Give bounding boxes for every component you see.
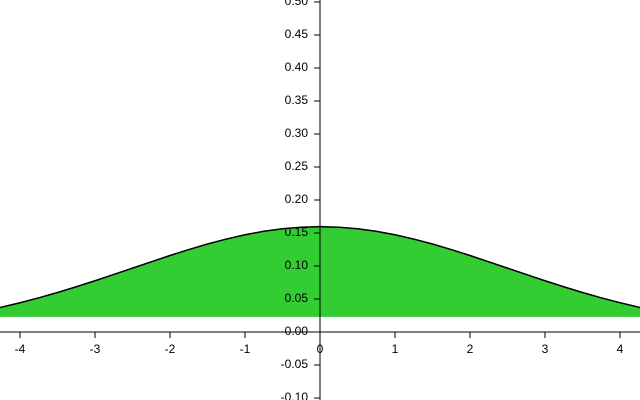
x-tick-label: -3	[90, 342, 101, 356]
y-tick-label: 0.20	[285, 192, 309, 206]
x-tick-label: 3	[542, 342, 549, 356]
y-tick-label: 0.35	[285, 93, 309, 107]
x-tick-label: 1	[392, 342, 399, 356]
x-tick-label: 0	[317, 342, 324, 356]
x-tick-label: 4	[617, 342, 624, 356]
y-tick-label: -0.10	[281, 390, 309, 400]
y-tick-label: 0.25	[285, 159, 309, 173]
y-tick-label: 0.45	[285, 27, 309, 41]
y-tick-label: 0.30	[285, 126, 309, 140]
y-tick-label: 0.05	[285, 291, 309, 305]
x-tick-label: -2	[165, 342, 176, 356]
y-tick-label: 0.00	[285, 324, 309, 338]
x-tick-label: -4	[15, 342, 26, 356]
x-tick-label: -1	[240, 342, 251, 356]
y-tick-label: 0.40	[285, 60, 309, 74]
x-tick-label: 2	[467, 342, 474, 356]
y-tick-label: -0.05	[281, 357, 309, 371]
y-tick-label: 0.15	[285, 225, 309, 239]
y-tick-label: 0.50	[285, 0, 309, 8]
y-tick-label: 0.10	[285, 258, 309, 272]
